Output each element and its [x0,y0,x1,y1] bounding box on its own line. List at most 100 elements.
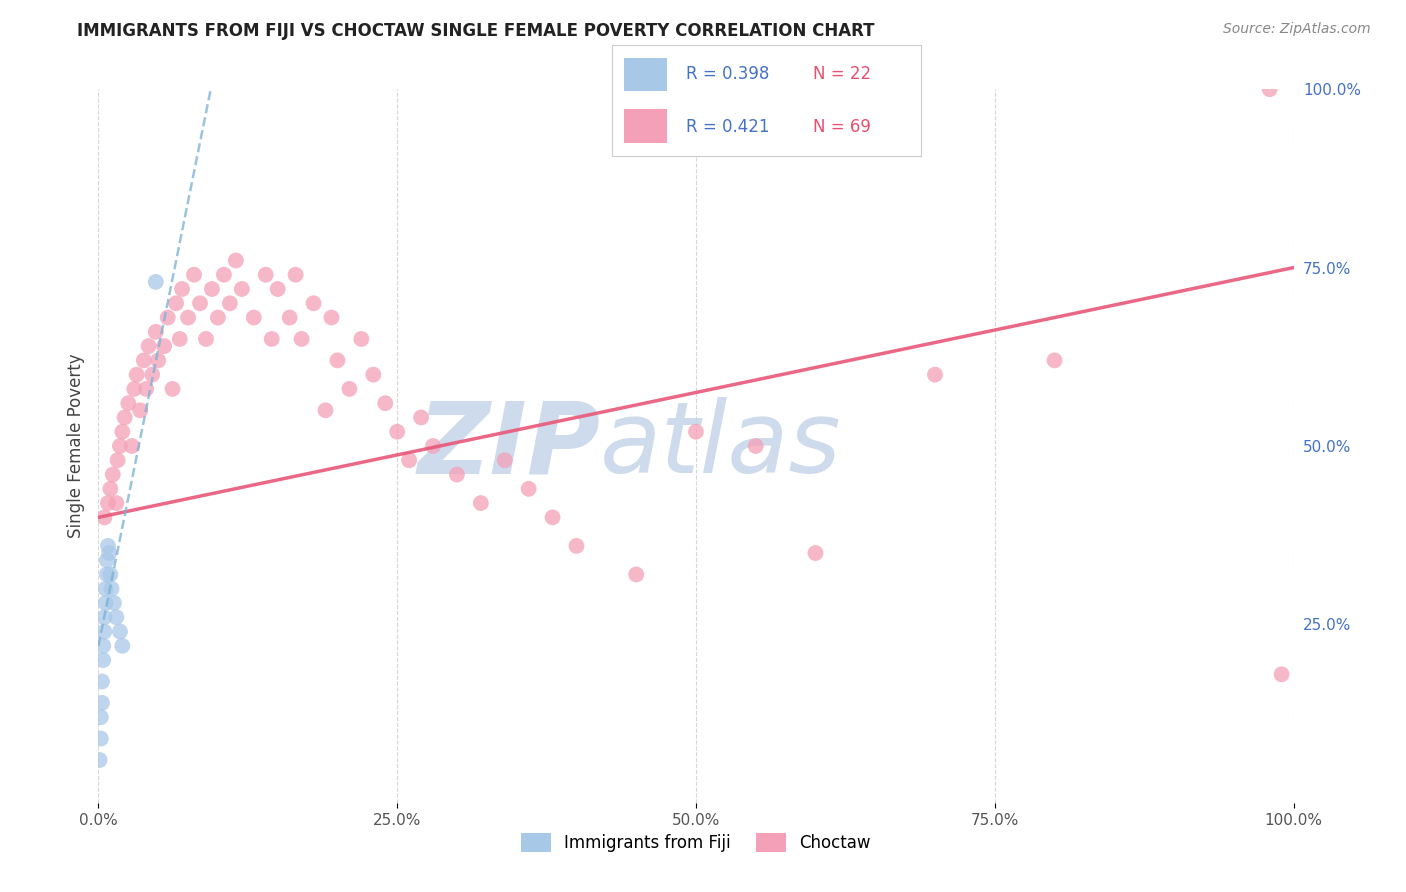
Point [411,410,433,425]
Text: N = 22: N = 22 [813,65,870,83]
Point [195,332,218,346]
Point [177,310,200,325]
Point [93,610,115,624]
Point [108,624,131,639]
Point [321,310,343,325]
Point [201,282,224,296]
Point [98,546,121,560]
Point [141,368,163,382]
Point [219,296,242,310]
Point [1043,353,1066,368]
Point [231,282,253,296]
Point [93,510,115,524]
Point [470,496,492,510]
Point [135,382,157,396]
Point [1258,82,1281,96]
Point [188,296,211,310]
Text: R = 0.421: R = 0.421 [686,118,769,136]
Point [111,425,134,439]
Point [745,439,768,453]
Point [374,396,396,410]
Point [685,425,707,439]
Point [91,674,114,689]
Point [129,403,152,417]
Point [90,710,112,724]
Point [169,332,191,346]
Text: IMMIGRANTS FROM FIJI VS CHOCTAW SINGLE FEMALE POVERTY CORRELATION CHART: IMMIGRANTS FROM FIJI VS CHOCTAW SINGLE F… [77,22,875,40]
Point [125,368,148,382]
Y-axis label: Single Female Poverty: Single Female Poverty [66,354,84,538]
Point [291,332,314,346]
Point [91,653,114,667]
Point [145,325,167,339]
Point [924,368,946,382]
Point [97,539,120,553]
Point [111,639,134,653]
Point [90,731,112,746]
Point [494,453,516,467]
Point [267,282,290,296]
Point [363,368,385,382]
Point [225,253,247,268]
Point [565,539,588,553]
Point [138,339,160,353]
Point [98,482,122,496]
Point [315,403,337,417]
Point [385,425,409,439]
Point [446,467,468,482]
Point [156,310,179,325]
Point [108,439,131,453]
Point [105,496,128,510]
Point [212,268,235,282]
Text: atlas: atlas [600,398,842,494]
Point [100,582,122,596]
Point [172,282,194,296]
Point [97,496,120,510]
Point [114,410,136,425]
Point [422,439,444,453]
Point [121,439,143,453]
Point [94,582,117,596]
Text: ZIP: ZIP [418,398,600,494]
Point [626,567,648,582]
FancyBboxPatch shape [624,58,668,92]
Point [517,482,540,496]
Point [132,353,155,368]
Point [148,353,170,368]
Legend: Immigrants from Fiji, Choctaw: Immigrants from Fiji, Choctaw [515,826,877,859]
Point [98,567,122,582]
Point [145,275,167,289]
Point [93,624,115,639]
Point [398,453,420,467]
Point [207,310,229,325]
Point [278,310,301,325]
Point [302,296,325,310]
Point [183,268,205,282]
Point [94,596,117,610]
Text: N = 69: N = 69 [813,118,870,136]
Point [96,567,118,582]
Point [260,332,283,346]
Point [101,467,124,482]
Point [339,382,361,396]
Point [254,268,277,282]
Point [1271,667,1294,681]
Point [326,353,349,368]
Point [103,596,125,610]
Point [124,382,146,396]
Text: R = 0.398: R = 0.398 [686,65,769,83]
Point [243,310,266,325]
FancyBboxPatch shape [624,109,668,143]
Point [541,510,564,524]
Point [350,332,373,346]
Point [153,339,176,353]
Point [165,296,187,310]
Point [96,553,118,567]
Point [162,382,184,396]
Point [284,268,307,282]
Point [89,753,111,767]
Point [107,453,129,467]
Point [91,639,114,653]
Point [117,396,139,410]
Point [91,696,114,710]
